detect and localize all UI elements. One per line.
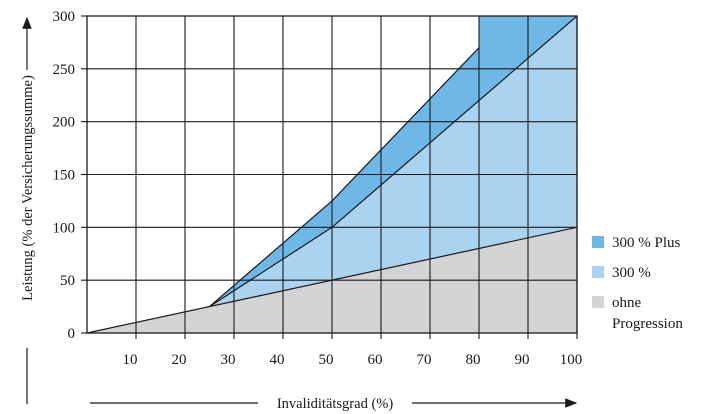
x-tick-label: 80 [466,352,481,368]
x-tick-label: 20 [172,352,187,368]
legend-label: ohne [612,295,642,311]
tick-layer: 10 20 30 40 50 60 70 80 90 100 0 50 100 150 200 250 300 [53,9,583,368]
x-tick-label: 30 [221,352,236,368]
area-300-plus [209,16,577,307]
y-tick-label: 200 [53,115,76,131]
y-tick-label: 100 [53,220,76,236]
y-tick-label: 0 [68,326,76,342]
y-tick-label: 150 [53,168,76,184]
legend: 300 % Plus 300 % ohne Progression [592,235,683,332]
y-axis-title: Leistung (% der Versicherungssumme) [20,75,36,301]
x-tick-label: 70 [417,352,432,368]
y-tick-label: 250 [53,62,76,78]
line-layer [86,15,578,334]
line-300 [209,15,578,308]
y-tick-label: 300 [53,9,76,25]
x-tick-label: 100 [560,352,583,368]
x-tick-label: 90 [515,352,530,368]
area-300 [209,16,577,307]
legend-swatch [592,236,604,248]
legend-label: Progression [612,316,683,332]
legend-label: 300 % Plus [612,235,681,251]
line-300-plus [209,47,480,308]
line-ohne-progression [86,226,578,334]
x-tick-label: 10 [123,352,138,368]
legend-label: 300 % [612,265,651,281]
x-tick-label: 50 [319,352,334,368]
legend-swatch [592,266,604,278]
y-tick-label: 50 [60,273,75,289]
x-tick-label: 60 [368,352,383,368]
x-axis-title: Invaliditätsgrad (%) [277,396,394,412]
legend-swatch [592,296,604,308]
x-tick-label: 40 [270,352,285,368]
